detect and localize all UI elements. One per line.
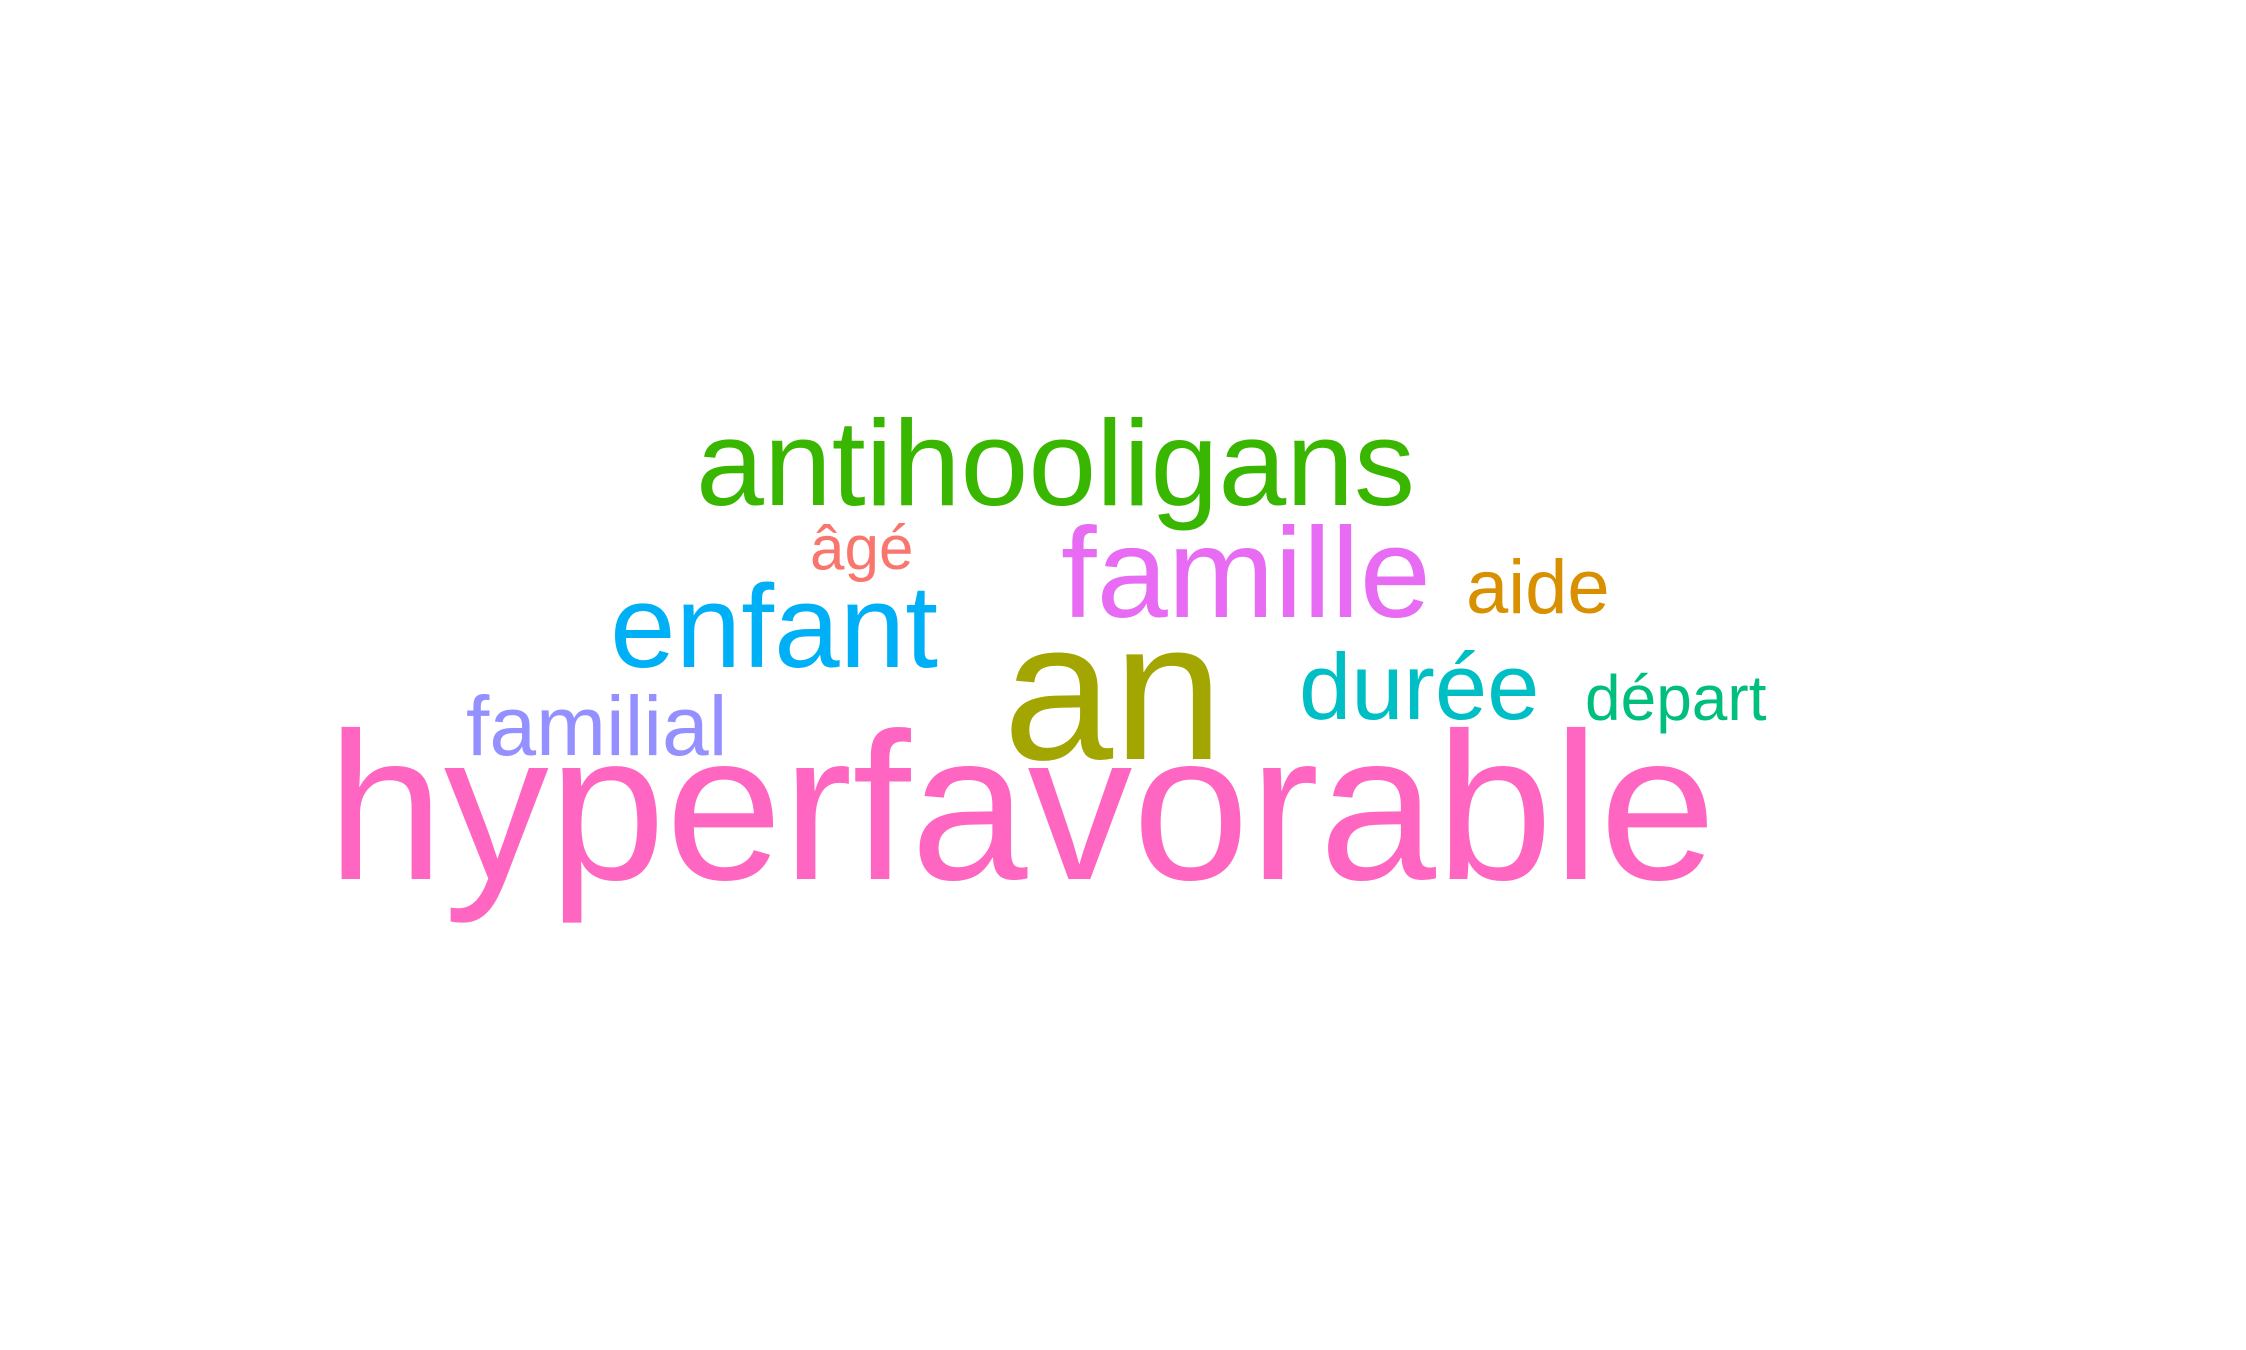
word-an: an <box>1003 580 1224 801</box>
word-antihooligans: antihooligans <box>696 395 1416 531</box>
word-enfant: enfant <box>610 561 939 693</box>
word-duree: durée <box>1299 634 1540 739</box>
word-aide: aide <box>1466 545 1610 630</box>
word-depart: départ <box>1585 662 1767 734</box>
word-hyperfavorable: hyperfavorable <box>327 689 1717 924</box>
word-familial: familial <box>466 679 728 773</box>
word-famille: famille <box>1061 502 1431 645</box>
word-age: âgé <box>810 514 914 583</box>
